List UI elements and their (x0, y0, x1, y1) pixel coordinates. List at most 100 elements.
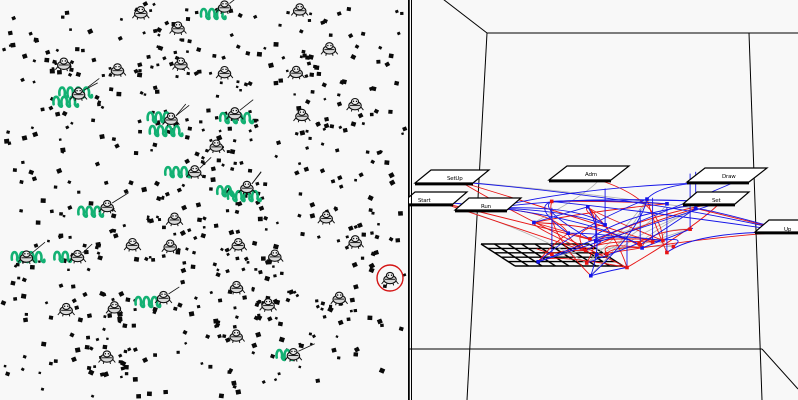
node-plate-up[interactable] (753, 219, 798, 235)
graph-edge (492, 207, 606, 226)
graph-edge (538, 201, 722, 263)
graph-edge (537, 232, 569, 263)
graph-edge (586, 242, 640, 264)
agent-sprite[interactable] (123, 237, 142, 252)
panel-divider-left (408, 0, 409, 400)
room-edge-left-vertical (466, 32, 488, 400)
snake-trail (218, 111, 255, 125)
agent-sprite[interactable] (172, 57, 190, 72)
agent-sprite[interactable] (330, 291, 348, 306)
node-label-draw: Draw (722, 174, 736, 180)
graph-edge (646, 198, 668, 253)
agent-sprite[interactable] (55, 57, 73, 72)
graph-edge (460, 181, 628, 268)
graph-node-marker (566, 231, 570, 235)
graph-node-marker (605, 252, 609, 256)
agent-sprite[interactable] (266, 249, 284, 264)
panel-2d-world[interactable] (0, 0, 409, 400)
node-plate-start[interactable] (409, 191, 469, 207)
agent-sprite[interactable] (320, 42, 339, 56)
agent-pointer (83, 82, 98, 91)
node-plate-draw[interactable] (685, 167, 769, 185)
graph-node-marker (536, 260, 540, 264)
graph-node-marker (638, 243, 642, 247)
agent-sprite[interactable] (215, 65, 234, 80)
agent-pointer (239, 99, 254, 111)
room-edge-right-vertical (748, 32, 763, 400)
agent-sprite[interactable] (381, 271, 399, 286)
agent-sprite[interactable] (207, 139, 226, 154)
agent-sprite[interactable] (132, 6, 150, 20)
snake-trail (148, 124, 184, 138)
agent-sprite[interactable] (98, 199, 116, 214)
agent-sprite[interactable] (108, 63, 127, 77)
agent-sprite[interactable] (165, 212, 184, 227)
room-wireframe (409, 0, 798, 400)
agent-sprite[interactable] (346, 97, 364, 112)
graph-node-marker (595, 253, 599, 257)
agent-sprite[interactable] (162, 112, 180, 127)
snake-trail (199, 7, 227, 21)
agent-sprite[interactable] (154, 290, 173, 305)
graph-node-marker (584, 261, 589, 265)
graph-edge (587, 206, 598, 276)
graph-edge (641, 228, 691, 249)
agent-pointer (168, 286, 180, 295)
snake-layer (10, 0, 315, 362)
agent-sprite[interactable] (215, 0, 234, 15)
agent-sprite[interactable] (17, 250, 36, 265)
agent-sprite[interactable] (185, 165, 204, 179)
graph-edge (538, 181, 736, 263)
graph-edge (533, 203, 668, 223)
agent-sprite[interactable] (57, 302, 75, 317)
node-plate-adm[interactable] (547, 165, 631, 183)
graph-node-marker (583, 248, 588, 253)
agent-sprite[interactable] (293, 108, 311, 123)
agent-sprite[interactable] (105, 301, 124, 315)
agent-sprite[interactable] (98, 350, 116, 365)
snake-trail (215, 185, 236, 198)
graph-node-marker (640, 246, 644, 250)
agent-layer[interactable] (17, 0, 364, 365)
graph-edge (544, 200, 569, 234)
highlight-layer (376, 264, 404, 292)
graph-node-marker (665, 202, 669, 206)
agent-sprite[interactable] (227, 329, 245, 344)
world-2d-canvas[interactable] (0, 0, 409, 400)
graph-node-plates[interactable] (409, 165, 798, 235)
agent-sprite[interactable] (317, 211, 335, 225)
agent-sprite[interactable] (259, 298, 277, 312)
agent-pointer (175, 103, 187, 116)
mesh-col-line (494, 243, 529, 267)
node-plate-run[interactable] (453, 197, 523, 213)
graph-edge (533, 206, 588, 223)
agent-sprite[interactable] (69, 87, 88, 101)
graph-node-marker (661, 238, 665, 243)
node-plate-set[interactable] (681, 191, 751, 207)
scene-3d-canvas[interactable] (409, 0, 798, 400)
room-edge-top-left-diagonal (443, 0, 488, 34)
agent-sprite[interactable] (229, 238, 248, 252)
graph-node-marker (550, 252, 554, 256)
agent-sprite[interactable] (169, 21, 187, 36)
agent-sprite[interactable] (227, 280, 246, 295)
agent-sprite[interactable] (226, 107, 244, 121)
graph-edge (551, 200, 792, 233)
agent-pointer (82, 243, 93, 254)
agent-sprite[interactable] (161, 239, 179, 254)
graph-node-marker (603, 223, 607, 227)
agent-sprite[interactable] (346, 235, 364, 249)
node-label-set: Set (712, 198, 721, 204)
node-plate-setup[interactable] (413, 169, 491, 186)
graph-node-marker (671, 244, 676, 249)
agent-sprite[interactable] (290, 3, 309, 17)
agent-sprite[interactable] (68, 249, 87, 264)
panel-3d-scene[interactable]: SetUp Start Run Adm Draw Set Up (409, 0, 798, 400)
node-label-start: Start (418, 198, 431, 204)
agent-sprite[interactable] (284, 348, 303, 362)
agent-sprite[interactable] (238, 180, 256, 195)
graph-edge (533, 222, 591, 240)
graph-node-marker (594, 239, 598, 243)
agent-sprite[interactable] (287, 65, 305, 80)
